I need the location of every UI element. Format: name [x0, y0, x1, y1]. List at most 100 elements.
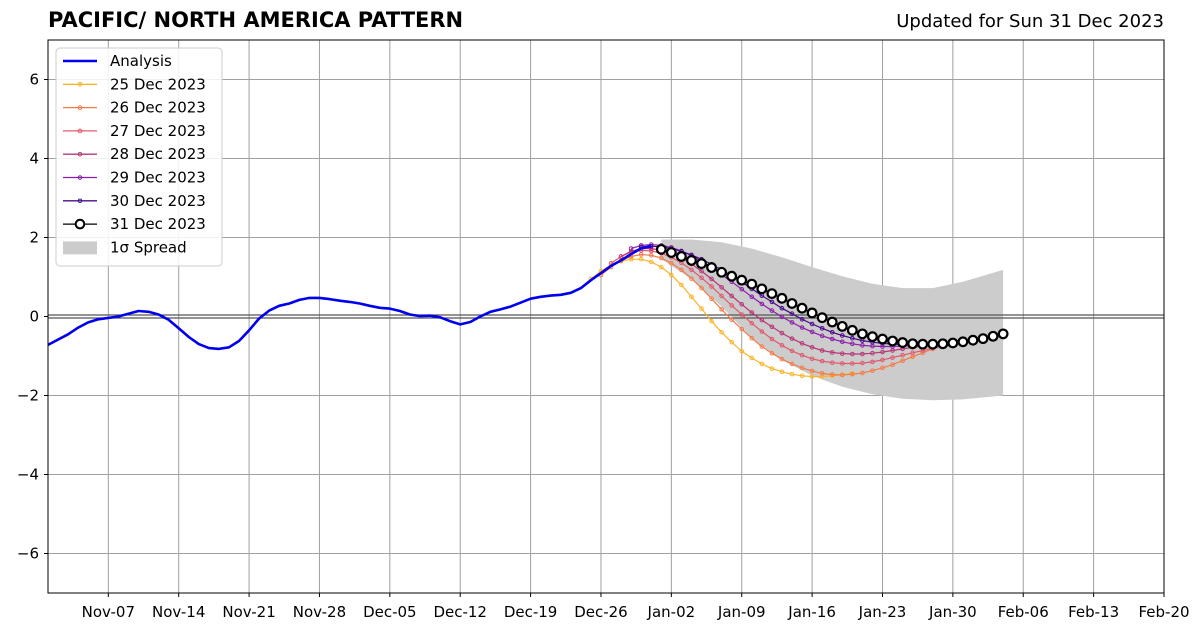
forecast-point: [856, 328, 868, 340]
x-tick-label: Nov-28: [293, 603, 346, 621]
forecast-point: [638, 256, 644, 262]
forecast-point: [819, 333, 825, 339]
forecast-point: [628, 246, 634, 251]
forecast-point: [779, 314, 785, 320]
forecast-series: [588, 256, 855, 379]
x-tick-label: Nov-14: [152, 603, 205, 621]
forecast-point: [779, 369, 785, 375]
forecast-point: [839, 333, 845, 338]
forecast-point: [779, 356, 785, 362]
x-tick-label: Feb-20: [1138, 603, 1189, 621]
x-tick-label: Nov-07: [82, 603, 135, 621]
grid: [48, 40, 1165, 593]
forecast-point: [729, 303, 734, 308]
forecast-point: [839, 372, 845, 378]
forecast-point: [819, 358, 825, 364]
legend-label: 1σ Spread: [110, 238, 187, 256]
forecast-point: [839, 361, 845, 366]
forecast-point: [799, 341, 805, 346]
forecast-point: [870, 359, 875, 365]
forecast-point: [679, 282, 684, 288]
forecast-point: [836, 320, 848, 332]
axes: Nov-07 Nov-14 Nov-21 Nov-28 Dec-05 Dec-12 Dec-…: [17, 39, 1190, 621]
forecast-point: [907, 338, 919, 350]
forecast-point: [739, 326, 745, 332]
forecast-series: [655, 243, 1009, 350]
forecast-point: [676, 251, 687, 262]
legend-marker: [77, 82, 83, 87]
forecast-point: [779, 343, 785, 348]
forecast-point: [850, 351, 855, 357]
x-tick-label: Jan-09: [717, 603, 766, 621]
forecast-point: [756, 283, 768, 295]
forecast-point: [850, 361, 855, 366]
x-tick-label: Jan-02: [647, 603, 696, 621]
series-layer: [47, 242, 1009, 379]
forecast-point: [759, 317, 765, 323]
forecast-point: [887, 335, 898, 347]
y-tick-label: 0: [29, 308, 39, 326]
x-tick-label: Dec-19: [504, 603, 558, 621]
forecast-point: [789, 311, 795, 317]
forecast-point: [860, 351, 865, 357]
y-tick-label: 2: [29, 229, 39, 247]
forecast-point: [648, 259, 654, 265]
forecast-point: [819, 371, 825, 376]
forecast-point: [799, 325, 805, 330]
legend-marker: [77, 105, 83, 110]
forecast-point: [829, 336, 835, 342]
forecast-point: [987, 330, 999, 342]
forecast-point: [870, 350, 875, 356]
forecast-point: [880, 349, 885, 355]
forecast-point: [799, 352, 805, 358]
forecast-point: [739, 312, 745, 317]
x-tick-label: Jan-23: [858, 603, 907, 621]
forecast-point: [977, 333, 989, 345]
chart-subtitle: Updated for Sun 31 Dec 2023: [896, 11, 1164, 32]
forecast-point: [877, 333, 888, 345]
y-tick-label: −4: [17, 466, 39, 484]
forecast-point: [967, 334, 979, 346]
legend-label: 25 Dec 2023: [110, 75, 206, 93]
legend-swatch: [63, 241, 97, 255]
forecast-point: [719, 293, 724, 299]
forecast-point: [829, 330, 835, 335]
legend-entry: 29 Dec 2023: [63, 169, 206, 187]
x-tick-label: Dec-26: [574, 603, 628, 621]
legend-entry: 27 Dec 2023: [63, 122, 206, 140]
forecast-point: [746, 278, 758, 290]
forecast-point: [910, 350, 915, 356]
forecast-point: [749, 294, 755, 300]
forecast-point: [829, 350, 835, 355]
legend-entry: 30 Dec 2023: [63, 192, 206, 210]
forecast-point: [846, 324, 858, 336]
forecast-point: [850, 335, 855, 341]
legend-label: 26 Dec 2023: [110, 99, 206, 117]
analysis-line: [47, 244, 652, 351]
forecast-point: [719, 330, 724, 335]
forecast-point: [806, 307, 818, 319]
forecast-point: [860, 343, 865, 348]
forecast-point: [729, 293, 734, 299]
forecast-point: [696, 258, 707, 269]
legend: Analysis 25 Dec 2023 26 Dec 2023 27 Dec 202…: [55, 47, 223, 267]
forecast-line: [600, 253, 934, 376]
forecast-point: [819, 326, 825, 331]
forecast-point: [628, 256, 634, 262]
forecast-point: [809, 321, 815, 327]
forecast-line: [590, 258, 853, 378]
forecast-point: [850, 341, 855, 347]
forecast-point: [719, 284, 724, 290]
forecast-point: [769, 336, 775, 342]
forecast-point: [870, 368, 875, 373]
legend-entry: Analysis: [63, 52, 172, 70]
forecast-point: [739, 301, 745, 307]
y-tick-label: −6: [17, 545, 39, 563]
forecast-point: [809, 345, 815, 350]
y-tick-label: 4: [29, 150, 39, 168]
x-tick-label: Dec-05: [363, 603, 417, 621]
legend-label: 29 Dec 2023: [110, 169, 206, 187]
forecast-point: [947, 337, 959, 349]
forecast-point: [829, 372, 835, 377]
